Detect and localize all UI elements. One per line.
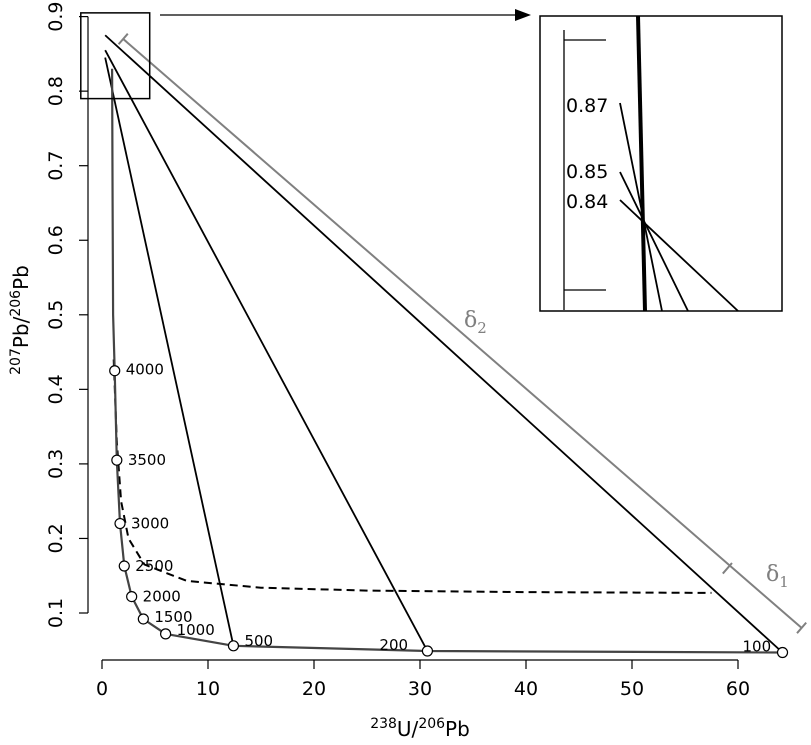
zoom-arrow-head [515,9,531,21]
age-marker [776,646,789,659]
y-tick-label: 0.9 [45,1,67,31]
x-axis-title: 238U/206Pb [370,716,470,741]
inset-label: 0.85 [566,161,608,183]
delta2-cap-start [117,33,129,45]
y-axis-title: 207Pb/206Pb [8,265,33,375]
inset-discordia-087 [619,102,663,312]
delta2-cap-end [796,621,807,634]
x-tick-label: 20 [302,678,326,700]
zoom-box [80,12,151,100]
age-label: 2000 [143,588,181,606]
inset-label: 0.87 [566,95,608,117]
age-label: 1500 [154,608,192,626]
y-tick-label: 0.3 [45,449,67,479]
inset-label: 0.84 [566,191,608,213]
axes: 0 10 20 30 40 50 60 0.1 0.2 0.3 0.4 0.5 0.6 0.7 0.8 0.9 [45,1,750,700]
discordia-line [104,57,235,646]
discordia-line [104,49,429,652]
x-tick-label: 50 [620,678,644,700]
y-tick-label: 0.2 [45,523,67,553]
x-tick-label: 0 [96,678,108,700]
age-marker [111,454,123,466]
age-label: 100 [743,638,772,656]
x-tick-label: 30 [408,678,432,700]
age-marker [421,645,434,657]
y-tick-label: 0.4 [45,374,67,404]
y-tick-label: 0.1 [45,598,67,628]
age-marker [114,517,126,530]
age-marker [137,613,149,625]
delta2-line [122,38,803,629]
y-tick-label: 0.8 [45,76,67,106]
y-tick-label: 0.6 [45,225,67,255]
y-tick-label: 0.7 [45,151,67,181]
inset-discordia-085 [619,171,689,312]
x-tick-label: 60 [726,678,750,700]
age-marker [109,365,121,377]
x-tick-label: 10 [196,678,220,700]
y-tick-label: 0.5 [45,300,67,330]
age-marker [126,590,138,603]
age-label: 200 [379,636,408,654]
age-label: 2500 [135,557,173,575]
age-marker [118,560,130,572]
discordia-line [104,34,784,654]
age-label: 1000 [177,621,215,639]
dashed-curve [112,359,712,594]
delta2-label: δ2 [464,308,487,337]
delta1-label: δ1 [766,562,789,591]
x-tick-label: 40 [514,678,538,700]
age-label: 3500 [128,451,166,469]
age-label: 3000 [131,515,169,533]
inset-frame [539,15,783,312]
age-label: 500 [244,632,273,650]
age-label: 4000 [126,361,164,379]
inset-concordia [636,15,647,312]
age-marker [160,628,172,640]
delta1-subscript: 1 [779,573,789,591]
inset-discordia-084 [619,199,739,312]
delta1-cap-start [722,562,733,575]
delta2-subscript: 2 [477,319,487,337]
inset-panel: 0.87 0.85 0.84 [539,15,783,312]
age-marker [227,640,240,652]
